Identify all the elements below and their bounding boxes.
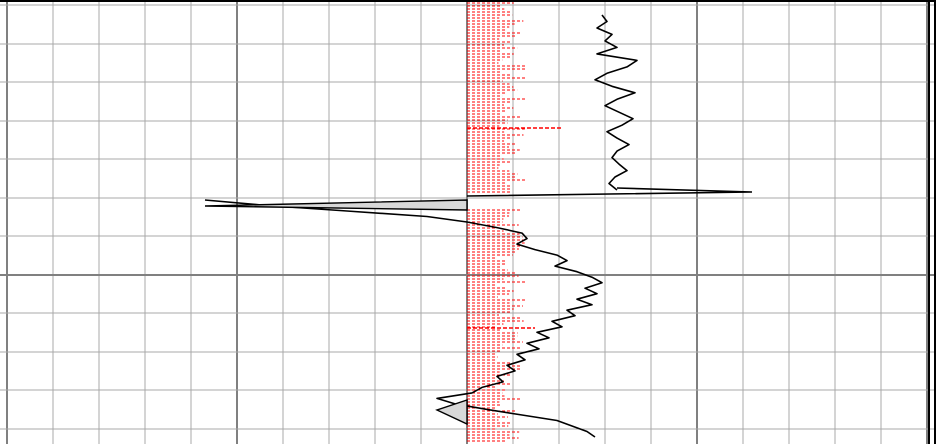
curve-spike: [466, 187, 753, 197]
fill-area: [435, 399, 468, 426]
curve-1-line: [594, 14, 638, 191]
fill-area: [204, 199, 468, 211]
curve-2-line: [204, 199, 603, 438]
